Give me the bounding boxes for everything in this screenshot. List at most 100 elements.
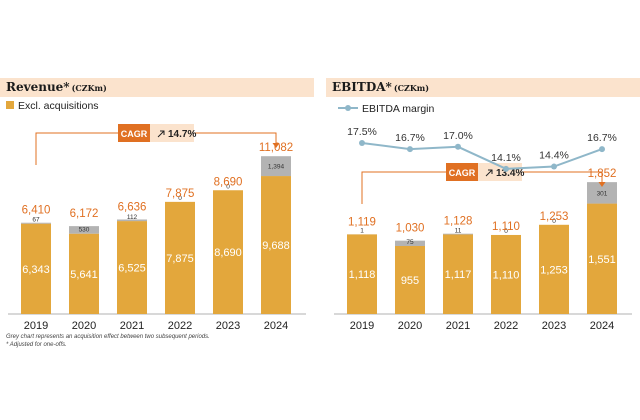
ebitda-chart: 1,118 11,119 2019 955 75 1,030 2020 1,117 111,12… xyxy=(334,103,632,332)
bar-main xyxy=(587,203,617,314)
bar-acquisition xyxy=(587,182,617,204)
category-tick-label: 2020 xyxy=(72,320,96,332)
bar-value-label: 8,690 xyxy=(214,247,242,259)
revenue-title-text: Revenue* xyxy=(6,80,70,94)
bar-main xyxy=(165,201,195,314)
margin-point xyxy=(551,163,557,170)
footnote-acquisition: Grey chart represents an acquisition eff… xyxy=(6,334,210,340)
bar-value-label: 1,110 xyxy=(493,269,520,281)
acquisition-value-label: 11 xyxy=(455,227,462,234)
ebitda-title: EBITDA* (CZKm) xyxy=(332,80,429,94)
cagr-label: CAGR xyxy=(449,168,476,178)
category-tick-label: 2021 xyxy=(120,320,144,332)
legend-label: Excl. acquisitions xyxy=(18,100,99,112)
revenue-panel: Revenue* (CZKm) 6,343 67 6,410 2019 5,641 530 6… xyxy=(0,70,314,335)
total-value-label: 11,082 xyxy=(259,142,293,154)
footnotes: Grey chart represents an acquisition eff… xyxy=(6,333,210,349)
margin-point xyxy=(407,146,413,153)
bar-acquisition xyxy=(395,240,425,247)
revenue-title: Revenue* (CZKm) xyxy=(6,80,107,94)
total-value-label: 1,119 xyxy=(348,216,376,228)
cagr-label-box xyxy=(118,124,150,142)
bar-main xyxy=(539,224,569,314)
bar-value-label: 9,688 xyxy=(262,240,290,252)
bar-value-label: 1,551 xyxy=(588,254,616,266)
bar-value-label: 1,118 xyxy=(349,269,376,281)
category-tick-label: 2019 xyxy=(350,320,374,332)
margin-value-label: 14.4% xyxy=(539,150,569,162)
bar-value-label: 6,343 xyxy=(22,264,50,276)
total-value-label: 1,253 xyxy=(540,211,569,223)
category-tick-label: 2022 xyxy=(494,320,518,332)
bar-value-label: 1,253 xyxy=(540,264,568,276)
margin-value-label: 17.0% xyxy=(443,130,473,142)
margin-point xyxy=(599,146,605,153)
margin-value-label: 16.7% xyxy=(587,132,617,144)
margin-value-label: 14.1% xyxy=(491,152,521,164)
total-value-label: 6,172 xyxy=(70,208,99,220)
cagr-arrowhead xyxy=(272,143,280,148)
acquisition-value-label: 1 xyxy=(360,227,364,234)
revenue-header: Revenue* (CZKm) xyxy=(0,78,314,97)
acquisition-value-label: 1,394 xyxy=(268,164,285,171)
ebitda-panel: EBITDA* (CZKm) 1,118 1 1,119 2019 955 75 1,030 2… xyxy=(326,70,640,335)
category-tick-label: 2021 xyxy=(446,320,470,332)
acquisition-value-label: 112 xyxy=(127,214,138,221)
acquisition-value-label: 301 xyxy=(597,190,608,197)
category-tick-label: 2023 xyxy=(216,320,240,332)
total-value-label: 1,128 xyxy=(444,216,473,228)
category-tick-label: 2024 xyxy=(264,320,288,332)
ebitda-unit: (CZKm) xyxy=(393,83,430,93)
total-value-label: 8,690 xyxy=(214,176,243,188)
margin-line xyxy=(361,142,603,170)
total-value-label: 6,410 xyxy=(22,205,51,217)
acquisition-value-label: 0 xyxy=(504,228,508,235)
bar-acquisition xyxy=(261,156,291,177)
bar-main xyxy=(347,234,377,314)
margin-value-label: 17.5% xyxy=(347,126,377,138)
margin-point xyxy=(359,140,365,146)
revenue-chart: 6,343 676,410 2019 5,641 530 6,172 2020 6,525 11… xyxy=(6,100,306,332)
category-tick-label: 2020 xyxy=(398,320,422,332)
total-value-label: 1,030 xyxy=(396,223,425,235)
category-tick-label: 2023 xyxy=(542,320,566,332)
bar-value-label: 955 xyxy=(401,275,419,287)
bar-value-label: 1,117 xyxy=(445,269,472,281)
acquisition-value-label: 67 xyxy=(32,217,40,224)
total-value-label: 6,636 xyxy=(118,201,147,213)
cagr-label-box xyxy=(446,163,478,181)
trend-arrow-icon xyxy=(485,169,493,177)
bar-value-label: 7,875 xyxy=(166,253,194,265)
bar-acquisition xyxy=(443,233,473,235)
bar-acquisition xyxy=(21,222,51,224)
total-value-label: 7,875 xyxy=(166,188,195,200)
bar-main xyxy=(69,233,99,314)
bar-main xyxy=(395,246,425,314)
legend-label: EBITDA margin xyxy=(362,103,435,115)
trend-arrow-icon xyxy=(488,169,493,174)
margin-point xyxy=(503,165,509,172)
legend-swatch xyxy=(6,101,14,109)
bar-acquisition xyxy=(117,219,147,222)
footnote-one-offs: * Adjusted for one-offs. xyxy=(6,342,67,348)
bar-main xyxy=(213,190,243,314)
category-tick-label: 2024 xyxy=(590,320,614,332)
legend-marker xyxy=(345,105,351,111)
total-value-label: 1,110 xyxy=(492,221,520,233)
bar-value-label: 5,641 xyxy=(70,269,98,281)
cagr-value-box xyxy=(150,124,194,142)
margin-value-label: 16.7% xyxy=(395,132,425,144)
cagr-value: 13.4% xyxy=(496,168,524,179)
cagr-value: 14.7% xyxy=(168,129,196,140)
ebitda-title-text: EBITDA* xyxy=(332,80,392,94)
acquisition-value-label: 75 xyxy=(406,239,414,246)
cagr-label: CAGR xyxy=(121,129,148,139)
bar-value-label: 6,525 xyxy=(118,263,146,275)
bar-main xyxy=(261,176,291,314)
ebitda-header: EBITDA* (CZKm) xyxy=(326,78,640,97)
category-tick-label: 2019 xyxy=(24,320,48,332)
trend-arrow-icon xyxy=(160,130,165,135)
bar-main xyxy=(491,234,521,314)
acquisition-value-label: 0 xyxy=(178,195,182,202)
margin-point xyxy=(455,143,461,150)
